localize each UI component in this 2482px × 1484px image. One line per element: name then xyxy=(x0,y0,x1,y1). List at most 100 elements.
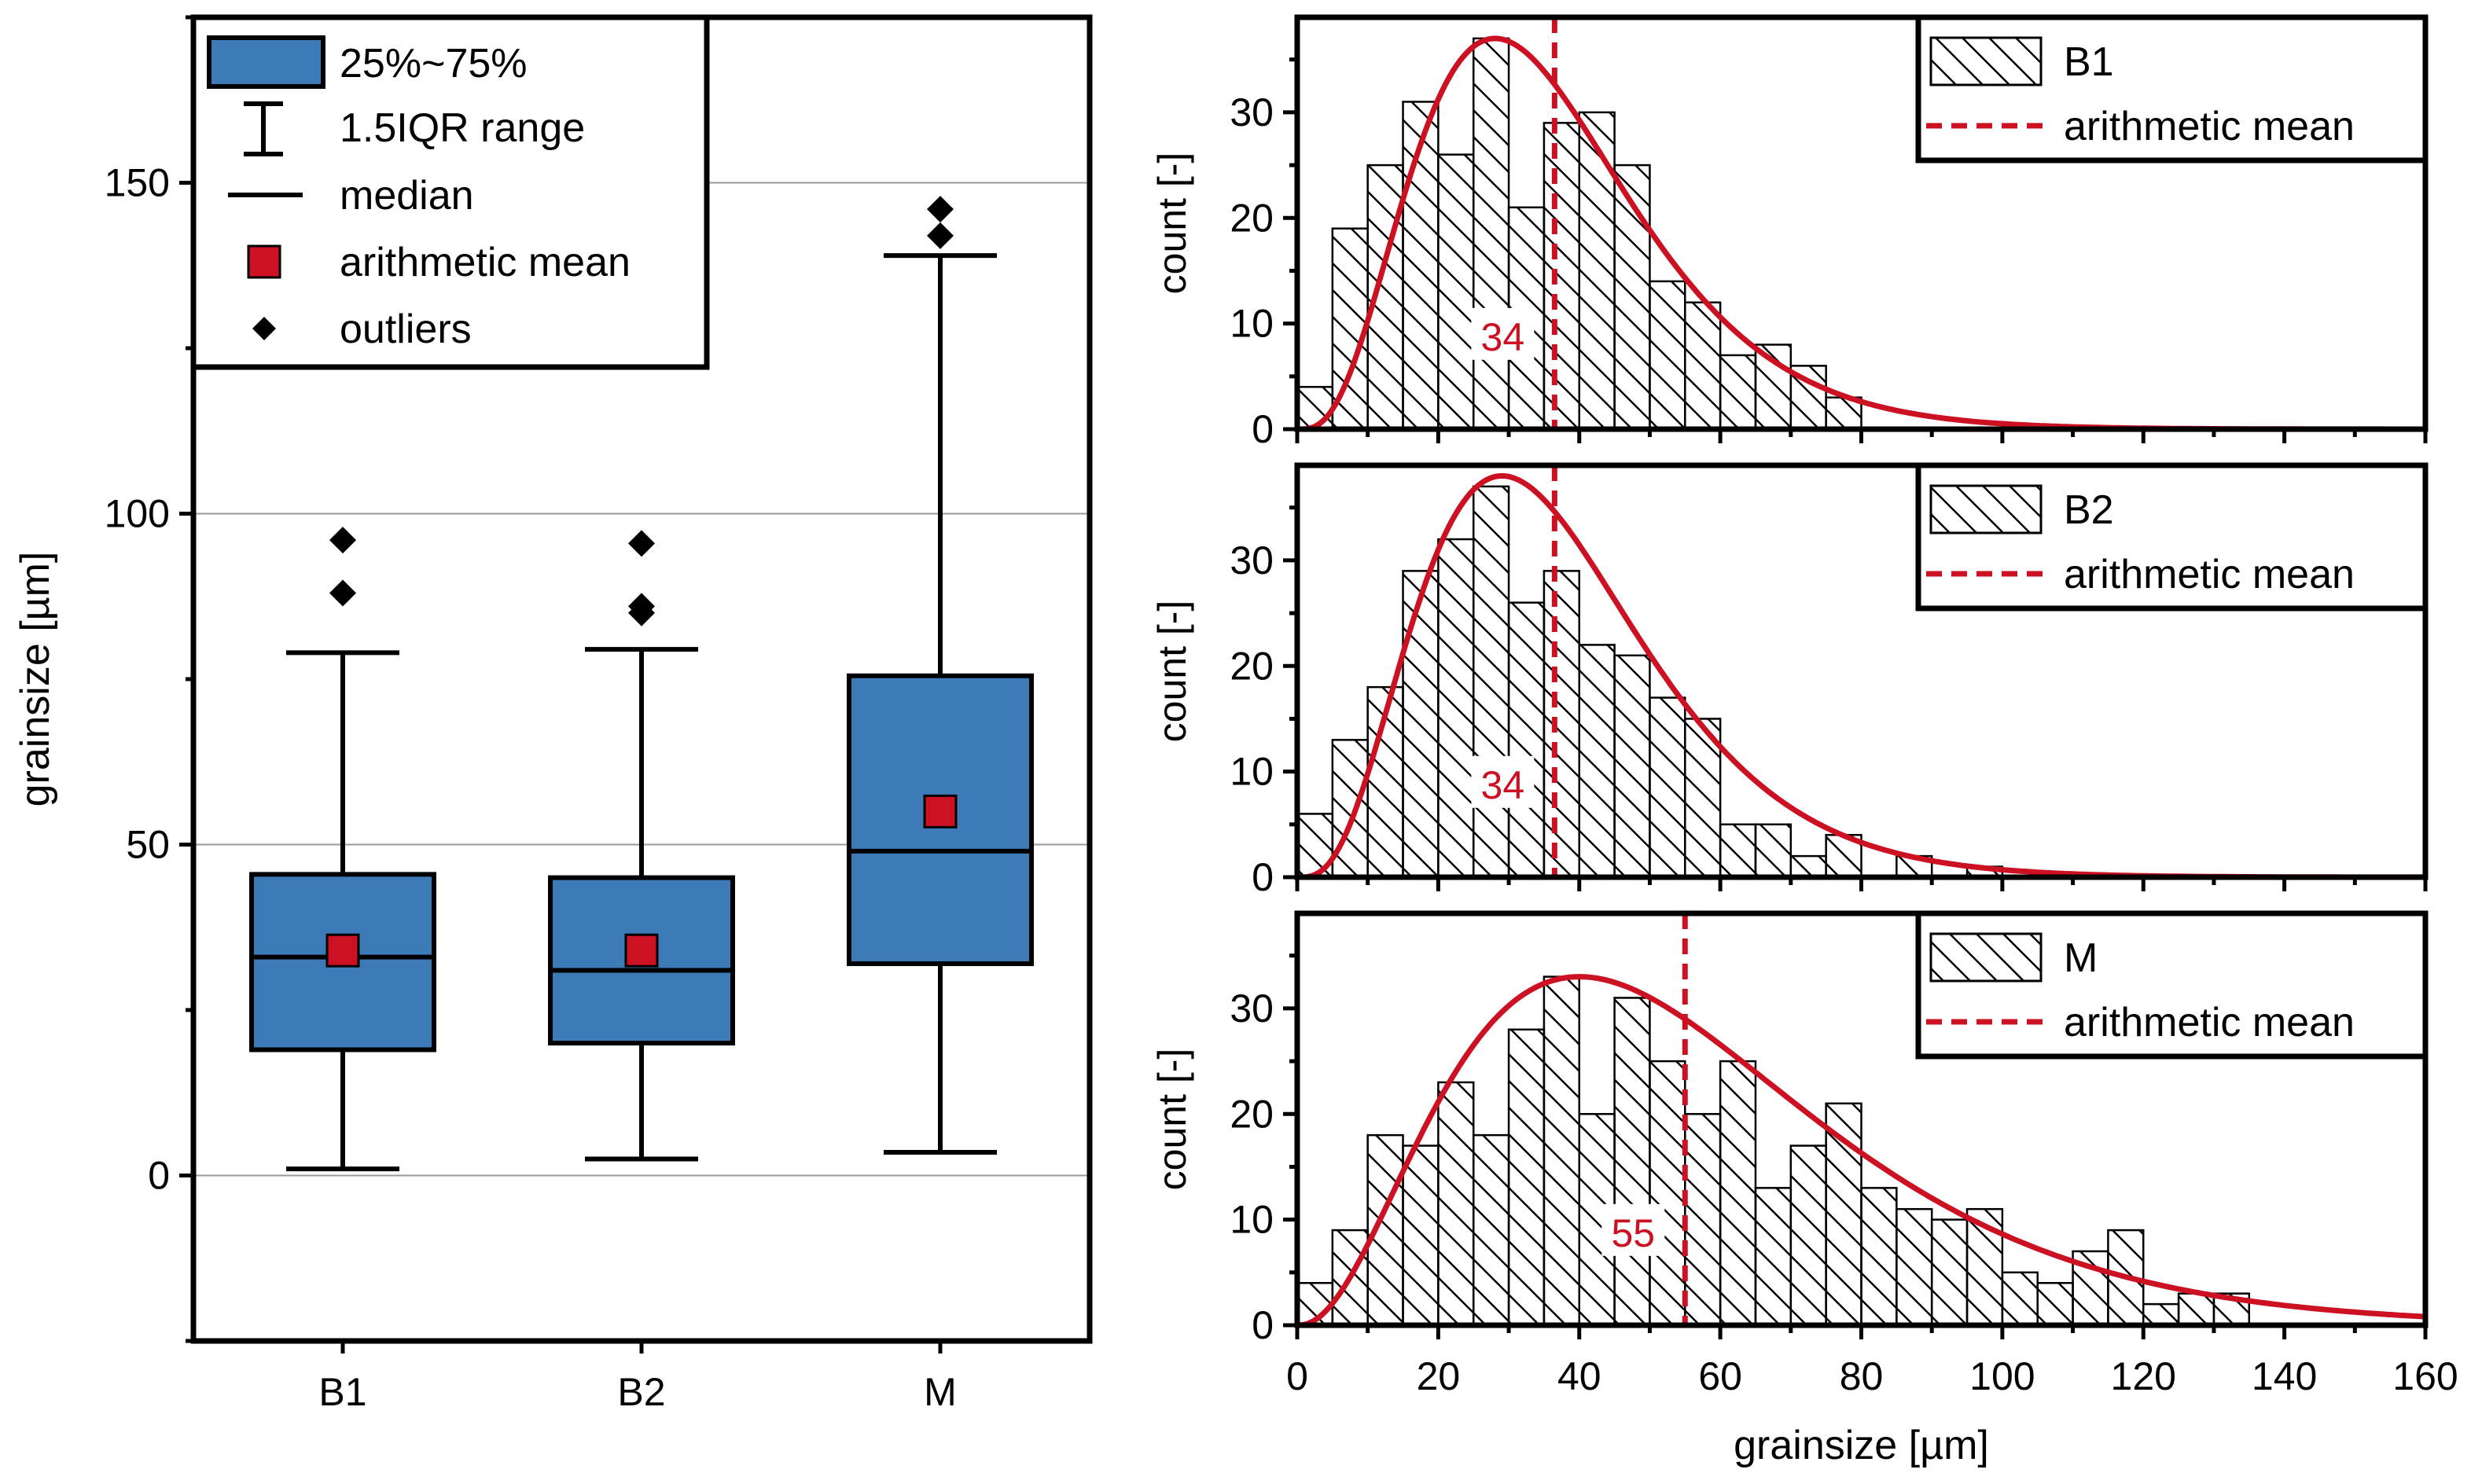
histogram-bar xyxy=(1402,570,1440,879)
legend-label-whisker: 1.5IQR range xyxy=(340,105,585,151)
y-axis-label: count [-] xyxy=(1150,152,1194,295)
x-tick-label: B2 xyxy=(617,1370,665,1414)
y-axis-label: count [-] xyxy=(1150,601,1194,743)
histogram-bar xyxy=(1789,854,1827,879)
histogram-bar xyxy=(1507,601,1546,879)
x-tick-label: 80 xyxy=(1840,1354,1884,1398)
histogram-bar xyxy=(1296,386,1334,431)
legend-box-swatch xyxy=(207,35,325,89)
histogram-bar xyxy=(1719,354,1757,431)
histogram-b1-panel: 34 0 10 20 30 count [-] B1 arithmetic mean xyxy=(1150,14,2429,451)
histogram-bar xyxy=(1543,975,1580,1327)
y-tick-label: 20 xyxy=(1230,644,1274,688)
histogram-bar xyxy=(1472,485,1510,879)
histogram-bar xyxy=(1684,1113,1722,1327)
x-tick-label: 0 xyxy=(1286,1354,1308,1398)
y-tick-label: 30 xyxy=(1230,538,1274,582)
histogram-bar xyxy=(2036,1282,2074,1327)
histogram-bar xyxy=(1649,1060,1686,1327)
y-tick-label: 30 xyxy=(1230,90,1274,134)
legend-mean-label: arithmetic mean xyxy=(2064,552,2355,597)
legend-label-box: 25%~75% xyxy=(340,41,528,86)
mean-label-bg xyxy=(1471,755,1535,808)
x-axis-label: grainsize [µm] xyxy=(1734,1423,1989,1468)
histogram-bar xyxy=(1754,823,1793,879)
histogram-bar xyxy=(2177,1292,2215,1327)
histogram-bar xyxy=(1719,823,1757,879)
histogram-bar xyxy=(1578,111,1616,431)
histogram-bar xyxy=(1437,153,1475,431)
mean-marker xyxy=(624,933,659,968)
y-tick-label: 0 xyxy=(1252,1303,1274,1347)
histogram-bar xyxy=(1613,997,1651,1327)
histogram-bar xyxy=(1543,570,1580,879)
histogram-bar xyxy=(1789,1144,1827,1327)
y-tick-label: 0 xyxy=(148,1154,170,1198)
legend-series-label: B2 xyxy=(2064,487,2114,533)
y-tick-label: 150 xyxy=(105,161,170,205)
histogram-bar xyxy=(1402,1144,1440,1327)
y-axis-label: grainsize [µm] xyxy=(13,552,58,807)
y-tick-label: 10 xyxy=(1230,302,1274,346)
outlier-point xyxy=(329,579,356,607)
mean-label-bg xyxy=(1601,1203,1665,1256)
legend-label-median: median xyxy=(340,173,474,219)
mean-marker xyxy=(325,933,360,968)
x-tick-label: 140 xyxy=(2252,1354,2317,1398)
x-tick-label: 40 xyxy=(1557,1354,1601,1398)
y-tick-label: 100 xyxy=(105,492,170,536)
legend-mean-label: arithmetic mean xyxy=(2064,104,2355,149)
histogram-bar xyxy=(1719,1060,1757,1327)
x-tick-label: M xyxy=(924,1370,957,1414)
histogram-bar xyxy=(1930,1218,1969,1327)
histogram-bar xyxy=(1437,1081,1475,1327)
legend-label-outlier: outliers xyxy=(340,307,472,352)
legend-label-mean: arithmetic mean xyxy=(340,240,631,285)
histogram-bar xyxy=(1684,301,1722,431)
histogram-bar xyxy=(1896,1207,1933,1327)
histogram-bar xyxy=(1578,644,1616,879)
legend-mean-swatch xyxy=(247,244,281,279)
legend-hatch-swatch xyxy=(1929,36,2043,86)
mean-value-label: 34 xyxy=(1481,763,1525,807)
x-tick-label: 120 xyxy=(2111,1354,2176,1398)
y-tick-label: 0 xyxy=(1252,855,1274,899)
boxplot-panel: 0 50 100 150 grainsize [µm] B1 B2 M 25%~75% 1.5IQ… xyxy=(13,14,1093,1414)
legend-hatch-swatch xyxy=(1929,484,2043,534)
histogram-bar xyxy=(1754,1187,1793,1327)
outlier-point xyxy=(329,527,356,554)
histogram-bar xyxy=(1472,1133,1510,1327)
mean-value-label: 34 xyxy=(1481,315,1525,359)
y-axis-label: count [-] xyxy=(1150,1049,1194,1191)
legend-series-label: B1 xyxy=(2064,39,2114,85)
outlier-point xyxy=(628,530,655,557)
y-tick-label: 10 xyxy=(1230,1198,1274,1242)
mean-value-label: 55 xyxy=(1611,1211,1655,1255)
x-tick-label: 20 xyxy=(1417,1354,1461,1398)
outlier-point xyxy=(927,196,954,223)
legend-hatch-swatch xyxy=(1929,932,2043,983)
mean-marker xyxy=(923,794,958,828)
y-tick-label: 30 xyxy=(1230,986,1274,1030)
y-tick-label: 20 xyxy=(1230,196,1274,240)
y-tick-label: 50 xyxy=(126,823,170,867)
histogram-bar xyxy=(1331,739,1369,879)
histogram-bar xyxy=(1860,1187,1898,1327)
legend-mean-label: arithmetic mean xyxy=(2064,1000,2355,1045)
histogram-bar xyxy=(2142,1302,2180,1327)
histogram-bar xyxy=(2001,1271,2039,1327)
histogram-bar xyxy=(1613,654,1651,879)
histogram-b2-panel: 34 0 10 20 30 count [-] B2 arithmetic mean xyxy=(1150,462,2429,899)
fit-curve xyxy=(1297,974,2425,1325)
legend-outlier-swatch xyxy=(252,317,276,340)
histogram-bar xyxy=(1437,538,1475,879)
histogram-bar xyxy=(1754,343,1793,431)
outlier-point xyxy=(927,222,954,249)
histogram-bar xyxy=(1402,101,1440,431)
histogram-bar xyxy=(1825,1102,1862,1327)
outlier-point xyxy=(628,599,655,626)
histogram-bar xyxy=(1507,1028,1546,1327)
histogram-bar xyxy=(1649,696,1686,879)
